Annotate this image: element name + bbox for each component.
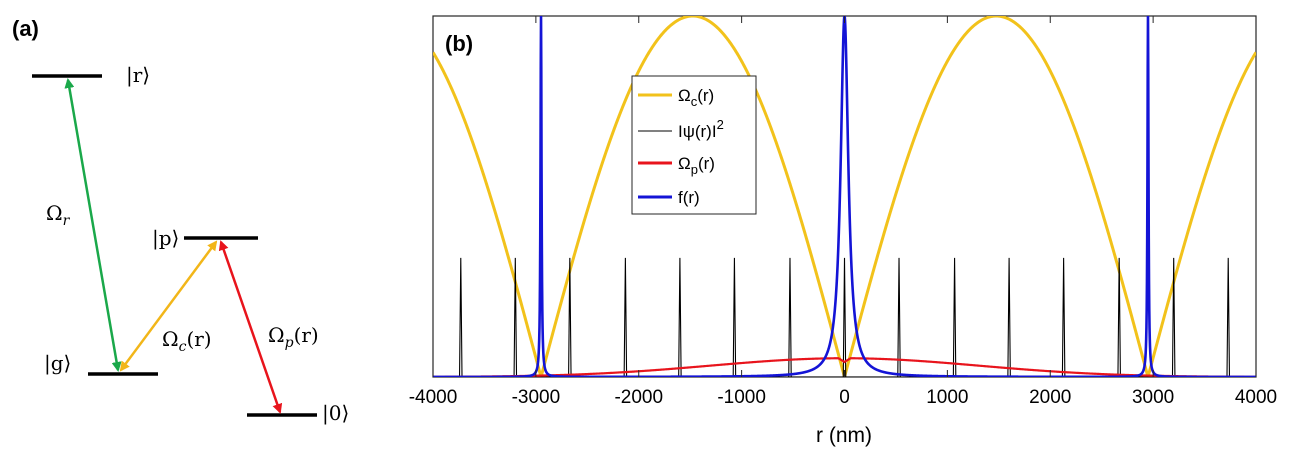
- transition-omega-c-label: Ωc(r): [162, 327, 212, 355]
- level-p-label: |p⟩: [152, 226, 179, 251]
- x-tick-label: 3000: [1132, 387, 1174, 408]
- x-tick-label: -1000: [717, 387, 766, 408]
- series-psi-peak: [842, 257, 847, 377]
- x-tick-label: 2000: [1029, 387, 1071, 408]
- series-psi-peak: [1117, 257, 1121, 377]
- panel-b: -4000 -3000 -2000 -1000 0 1000 2000 3000 4000 (b…: [409, 15, 1277, 447]
- legend-box: [631, 75, 757, 215]
- series-psi-peak: [623, 257, 628, 377]
- series-psi-peak: [513, 257, 518, 377]
- series-psi-peak: [732, 257, 737, 377]
- panel-a-label: (a): [12, 16, 39, 41]
- transition-omega-p-arrow: [218, 240, 283, 414]
- level-g-label: |g⟩: [44, 351, 71, 376]
- legend-label-omega_p: Ωp(r): [678, 154, 715, 177]
- series-psi-peak: [1226, 257, 1231, 377]
- legend-label-f: f(r): [678, 188, 700, 207]
- x-tick-label: -3000: [512, 387, 561, 408]
- series-psi-peak: [1007, 257, 1011, 377]
- x-tick-label: -2000: [614, 387, 663, 408]
- x-tick-label: 0: [839, 387, 850, 408]
- series-omega-p-line: [433, 357, 1256, 377]
- level-r-label: |r⟩: [126, 63, 150, 88]
- series-psi-peak: [788, 257, 792, 377]
- x-tick-label: 1000: [926, 387, 968, 408]
- series-psi-peak: [952, 257, 957, 377]
- transition-omega-r-label: Ωr: [46, 201, 71, 229]
- panel-a: (a) |r⟩ |p⟩ |g⟩ |0⟩ Ωr Ωc(r) Ωp(r): [12, 16, 349, 426]
- x-axis: -4000 -3000 -2000 -1000 0 1000 2000 3000 4000: [409, 16, 1277, 408]
- x-tick-label: 4000: [1235, 387, 1277, 408]
- series-psi-peak: [458, 257, 463, 377]
- series-f-line: [433, 16, 1256, 377]
- panel-b-label: (b): [445, 31, 473, 56]
- level-0-label: |0⟩: [322, 401, 349, 426]
- series-psi-peak: [1171, 257, 1176, 377]
- series-layer: [433, 16, 1256, 377]
- transition-omega-r-arrow: [64, 78, 122, 372]
- legend-label-psi: Iψ(r)I2: [678, 117, 724, 141]
- series-psi-peak: [897, 257, 901, 377]
- series-psi-peak: [568, 257, 572, 377]
- x-tick-label: -4000: [409, 387, 458, 408]
- transition-omega-p-label: Ωp(r): [268, 323, 319, 351]
- series-psi-peak: [678, 257, 682, 377]
- series-psi-peak: [1061, 257, 1066, 377]
- x-axis-title: r (nm): [816, 424, 872, 447]
- legend: Ωc(r) Iψ(r)I2 Ωp(r) f(r): [631, 75, 757, 215]
- transition-omega-c-arrow: [119, 240, 218, 372]
- legend-label-omega_c: Ωc(r): [678, 86, 714, 109]
